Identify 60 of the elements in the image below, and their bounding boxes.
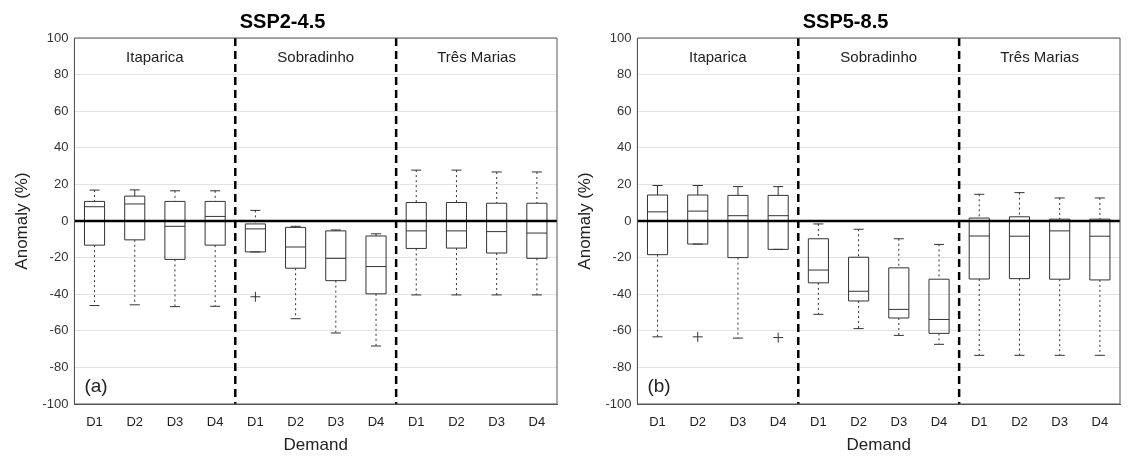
x-axis-title: Demand [846,435,911,455]
y-tick-label: -20 [612,249,632,265]
annotation: Sobradinho [840,48,918,66]
x-tick-label: D3 [890,414,908,430]
x-tick-label: D4 [367,414,385,430]
x-tick-label: D1 [407,414,425,430]
x-tick-label: D1 [970,414,988,430]
x-tick-label: D1 [247,414,264,430]
x-tick-label: D1 [86,414,103,430]
x-tick-label: D3 [166,414,184,430]
x-tick-label: D4 [769,414,787,430]
y-axis-title: Anomaly (%) [574,172,594,270]
annotation: Itaparica [689,48,748,66]
annotation: (b) [647,374,671,396]
y-tick-label: 0 [624,212,632,228]
y-tick-label: 60 [53,102,69,118]
x-tick-label: D4 [206,414,224,430]
x-tick-label: D1 [649,414,666,430]
x-axis-title: Demand [283,435,348,455]
y-tick-label: -100 [605,395,632,411]
y-tick-label: -20 [49,249,69,265]
y-tick-label: 20 [616,175,632,191]
y-tick-label: -80 [49,358,69,374]
y-axis-title: Anomaly (%) [11,172,31,270]
x-tick-label: D2 [850,414,867,430]
x-tick-label: D2 [287,414,304,430]
x-tick-label: D3 [1051,414,1068,430]
annotation: Sobradinho [277,48,355,66]
x-tick-label: D2 [126,414,144,430]
chart-title: SSP5-8.5 [802,9,889,32]
x-tick-label: D4 [528,414,546,430]
x-tick-label: D1 [810,414,827,430]
annotation: Itaparica [126,48,185,66]
y-tick-label: 40 [616,139,632,155]
x-tick-label: D2 [1011,414,1028,430]
x-tick-label: D4 [1091,414,1109,430]
x-tick-label: D4 [930,414,948,430]
y-tick-label: -40 [49,285,69,301]
annotation: Três Marias [1000,48,1079,66]
y-tick-label: -100 [42,395,69,411]
x-tick-label: D2 [689,414,707,430]
y-tick-label: 20 [53,175,69,191]
x-tick-label: D2 [448,414,465,430]
y-tick-label: 40 [53,139,69,155]
y-tick-label: 80 [53,66,69,82]
x-tick-label: D3 [327,414,345,430]
y-tick-label: 100 [609,29,632,45]
y-tick-label: 100 [46,29,69,45]
y-tick-label: -60 [49,322,69,338]
y-tick-label: 60 [616,102,632,118]
annotation: Três Marias [437,48,516,66]
y-tick-label: -40 [612,285,632,301]
annotation: (a) [84,374,108,396]
x-tick-label: D3 [488,414,505,430]
y-tick-label: 0 [61,212,69,228]
y-tick-label: -60 [612,322,632,338]
y-tick-label: -80 [612,358,632,374]
x-tick-label: D3 [729,414,747,430]
chart-title: SSP2-4.5 [239,9,326,32]
y-tick-label: 80 [616,66,632,82]
